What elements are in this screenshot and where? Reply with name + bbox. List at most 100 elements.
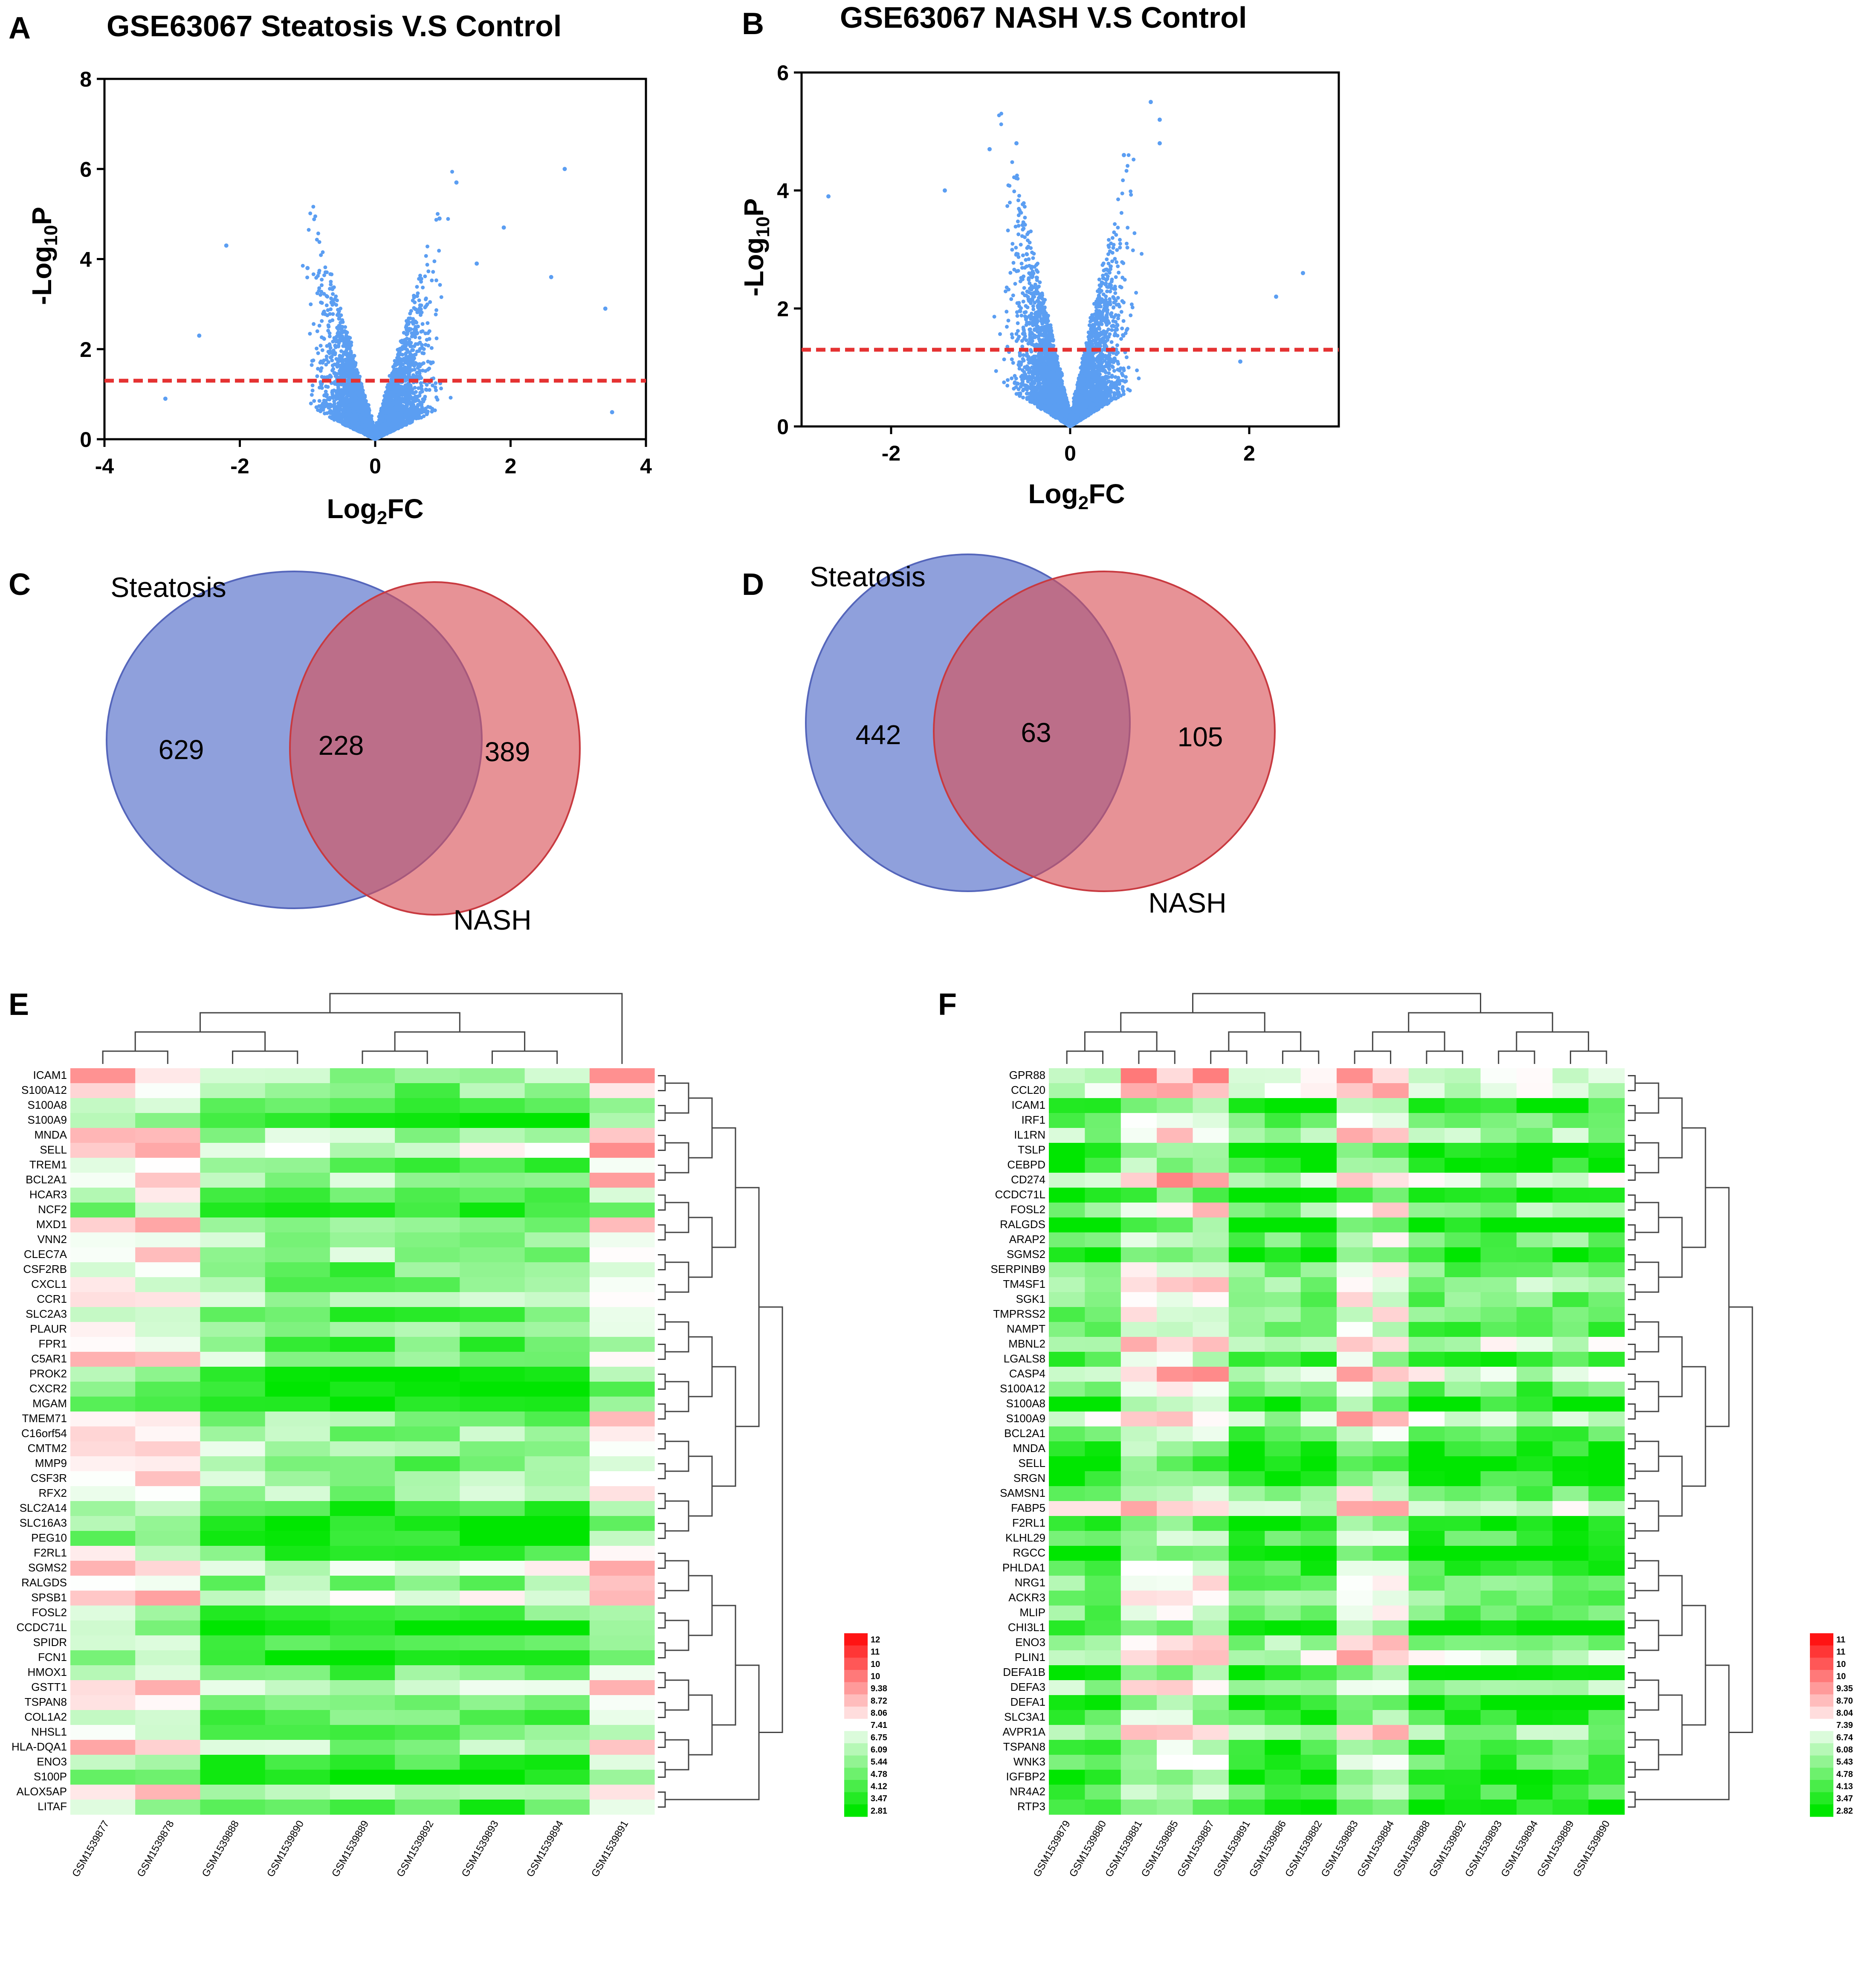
data-point — [320, 319, 324, 323]
data-point — [394, 413, 398, 417]
data-point — [322, 393, 326, 397]
data-point — [328, 344, 332, 348]
data-point — [435, 397, 440, 402]
data-point — [410, 403, 414, 406]
data-point — [408, 311, 412, 316]
data-point — [328, 319, 332, 323]
data-point — [385, 422, 390, 426]
data-point — [424, 387, 428, 391]
data-point — [400, 353, 405, 357]
data-point — [430, 278, 434, 283]
data-point — [436, 212, 440, 216]
data-point — [437, 216, 442, 221]
data-point — [410, 320, 414, 324]
data-point — [1104, 272, 1108, 276]
data-point — [434, 308, 438, 312]
data-point — [1002, 380, 1006, 385]
plot-frame — [800, 71, 1340, 428]
plot-frame — [103, 78, 647, 441]
data-point — [340, 358, 345, 362]
data-point — [412, 293, 416, 298]
data-point — [376, 436, 380, 440]
data-point — [408, 375, 412, 380]
data-point — [329, 403, 333, 407]
data-point — [329, 282, 333, 287]
data-point — [417, 394, 422, 398]
data-point — [391, 419, 396, 423]
data-point — [409, 344, 414, 348]
data-point — [340, 392, 344, 397]
data-point — [384, 403, 388, 408]
data-point — [344, 330, 348, 334]
data-point — [426, 269, 431, 273]
data-point — [347, 339, 351, 343]
y-tick-label: 6 — [777, 61, 789, 85]
data-point — [354, 396, 358, 400]
data-point — [305, 275, 310, 280]
data-point — [420, 368, 425, 373]
data-point — [330, 358, 334, 362]
data-point — [333, 343, 337, 348]
data-point — [446, 217, 450, 221]
data-point — [315, 238, 319, 242]
data-point — [404, 351, 408, 355]
data-point — [317, 324, 321, 328]
data-point — [360, 430, 365, 435]
data-point — [379, 420, 383, 425]
data-point — [389, 391, 394, 395]
data-point — [405, 322, 409, 326]
data-point — [390, 395, 394, 399]
data-point — [411, 359, 415, 363]
data-point — [340, 318, 345, 322]
data-point — [434, 312, 438, 316]
data-point — [398, 398, 402, 402]
data-point — [603, 306, 608, 311]
data-point — [333, 402, 336, 406]
data-point — [425, 383, 429, 387]
data-point — [391, 365, 395, 369]
data-point — [428, 300, 432, 304]
data-point — [341, 344, 345, 348]
data-point — [345, 399, 349, 403]
data-point — [336, 419, 340, 423]
y-tick-label: 0 — [777, 415, 789, 439]
data-point — [407, 357, 411, 362]
data-point — [347, 372, 351, 376]
panel-title-a: GSE63067 Steatosis V.S Control — [107, 9, 562, 43]
data-point — [346, 409, 350, 413]
data-point — [316, 408, 320, 412]
data-point — [424, 254, 428, 258]
data-point — [353, 369, 357, 373]
data-point — [347, 346, 352, 350]
data-point — [454, 180, 459, 185]
data-point — [336, 393, 339, 397]
data-point — [325, 295, 330, 299]
data-point — [320, 348, 324, 352]
data-point — [325, 344, 329, 348]
x-tick-label: 2 — [1243, 441, 1255, 465]
data-point — [400, 388, 404, 392]
data-point — [315, 374, 319, 378]
data-point — [359, 408, 364, 412]
data-point — [337, 317, 341, 321]
data-point — [1002, 357, 1006, 362]
data-point — [328, 355, 333, 359]
panel-a: A GSE63067 Steatosis V.S Control -4 -2 0 2 4… — [9, 9, 652, 528]
data-point — [419, 381, 423, 385]
data-point — [317, 399, 321, 403]
data-point — [353, 373, 357, 377]
data-point — [391, 373, 395, 377]
data-point — [431, 383, 435, 388]
data-point — [400, 340, 404, 345]
data-point — [420, 310, 424, 315]
data-point — [325, 270, 329, 274]
data-point — [322, 337, 326, 341]
data-point — [353, 403, 357, 407]
data-point — [361, 403, 365, 407]
x-tick-label: -4 — [95, 454, 114, 478]
data-point — [424, 304, 428, 308]
data-point — [386, 427, 390, 431]
data-point — [400, 345, 405, 349]
